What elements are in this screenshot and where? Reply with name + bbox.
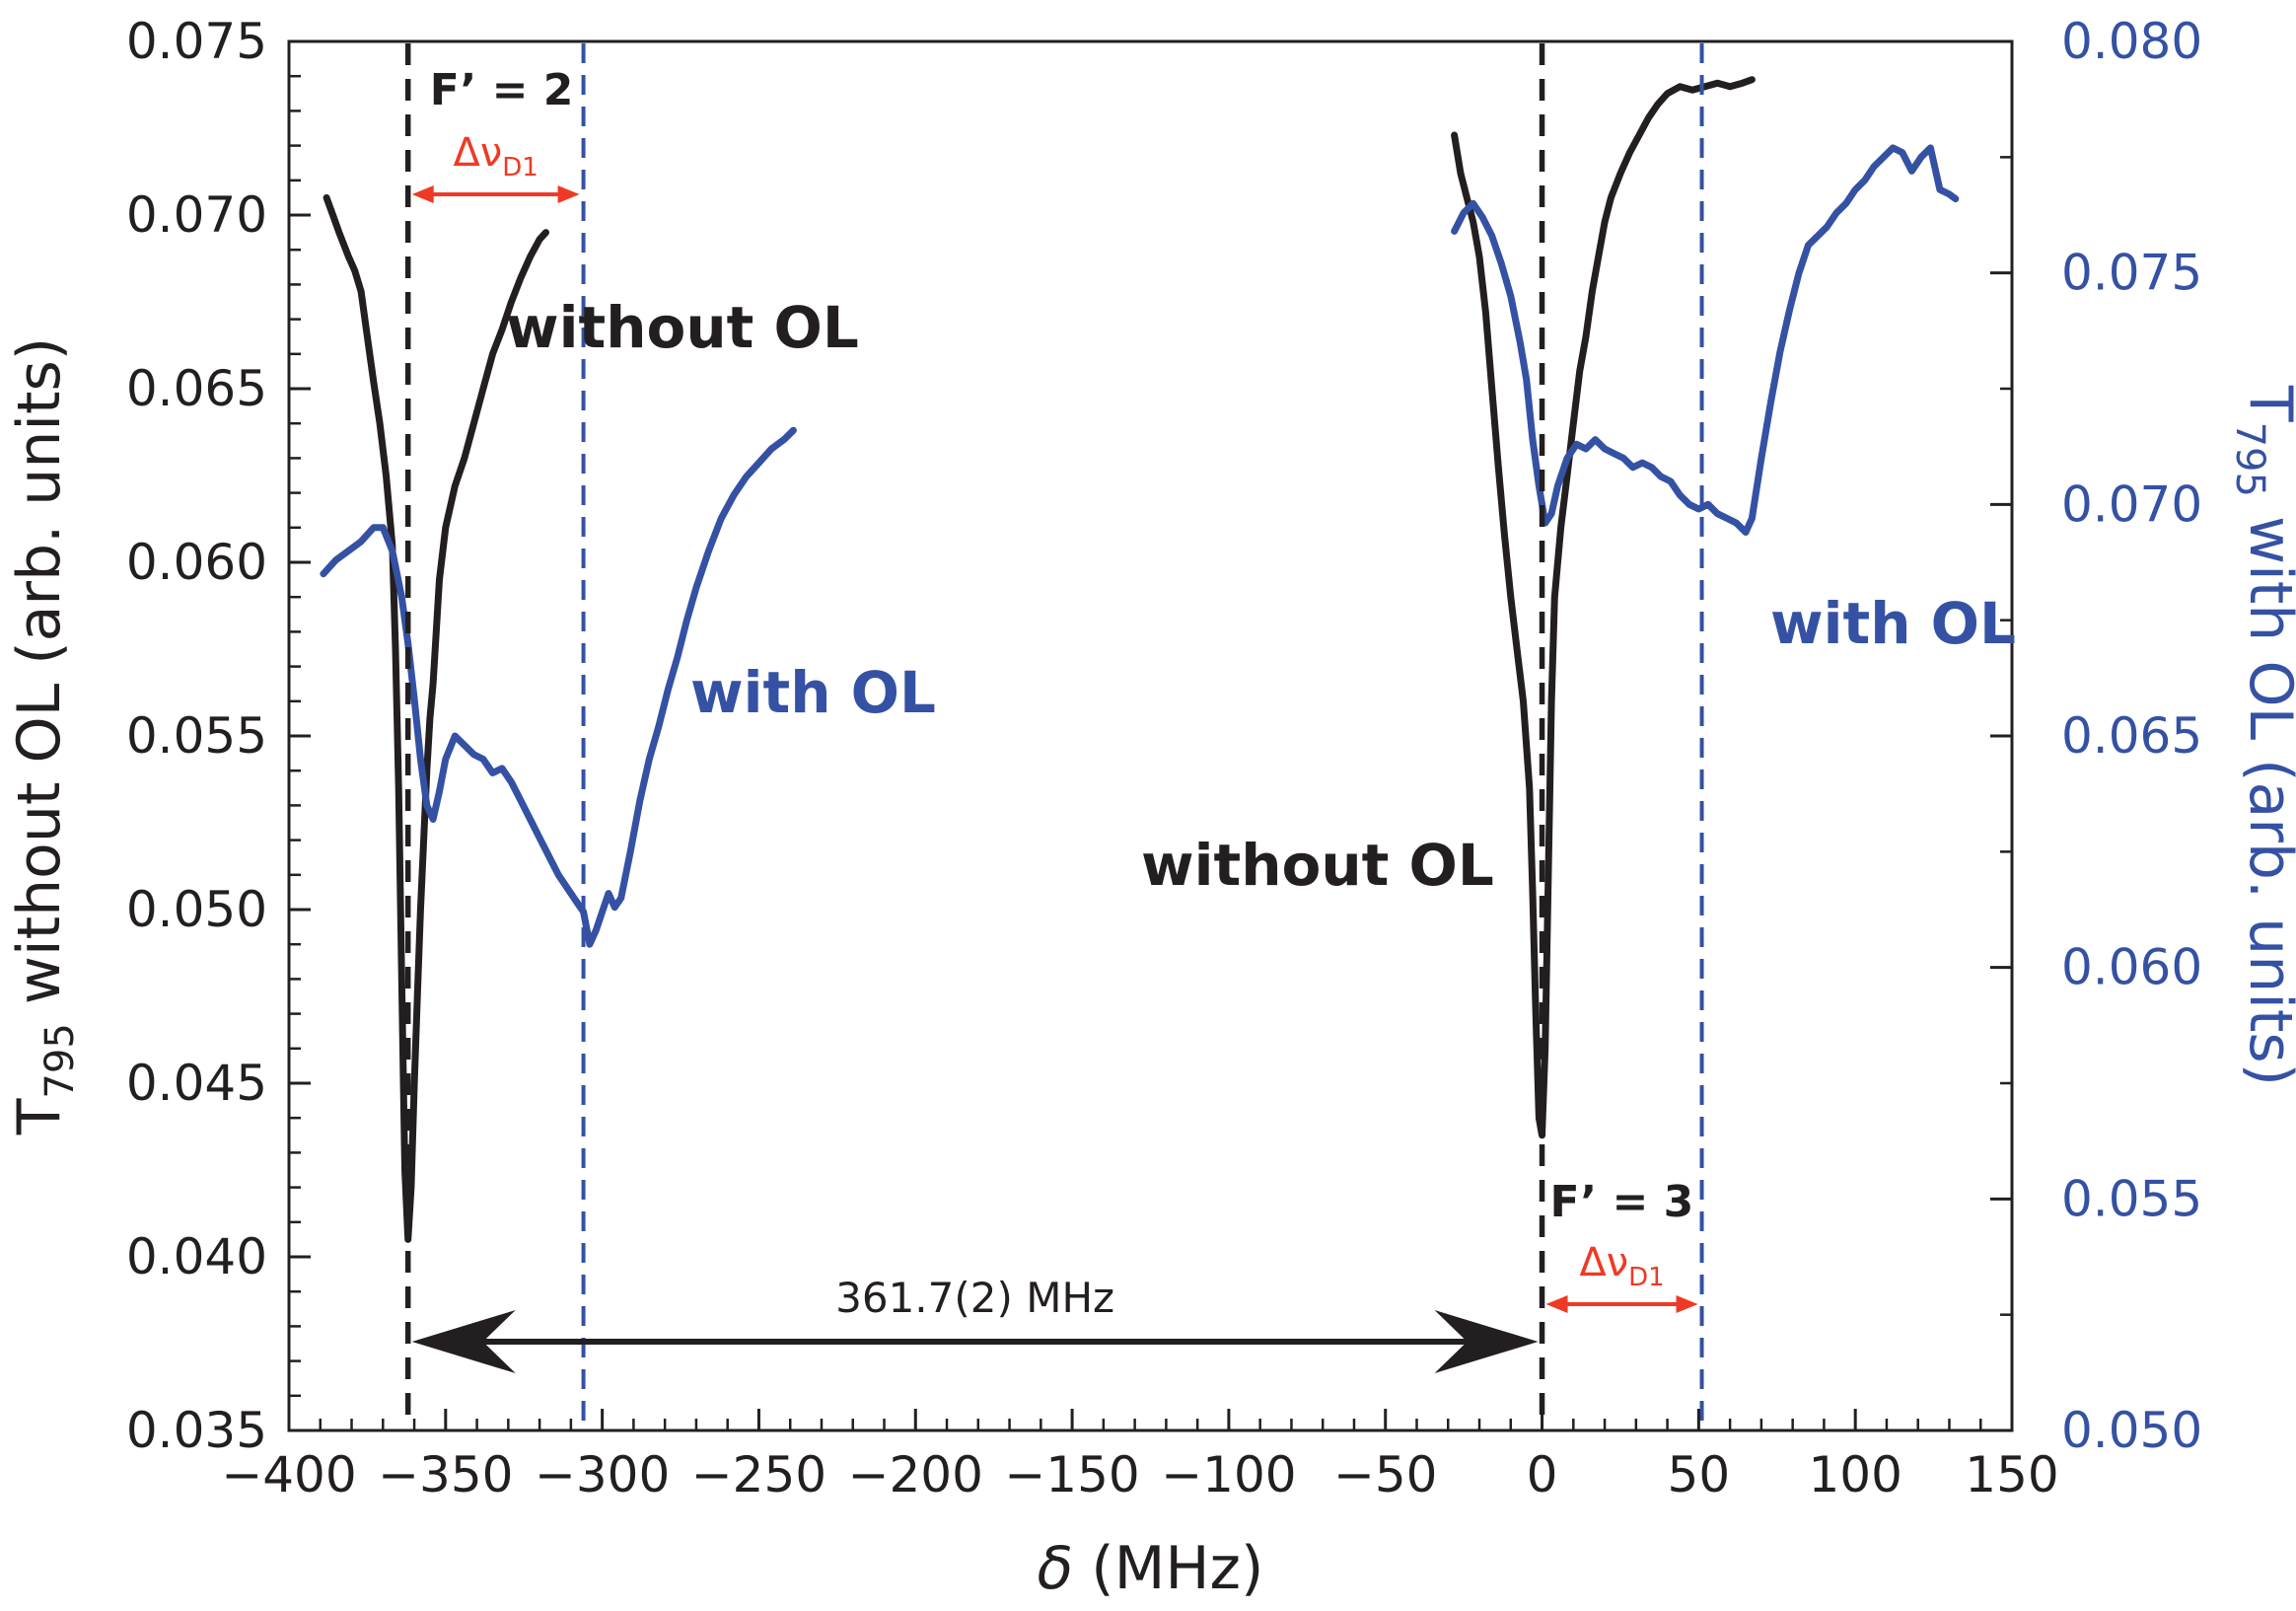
y-left-axis-title: T795 without OL (arb. units)	[5, 337, 83, 1135]
series-without-ol	[323, 193, 549, 1243]
y-left-tick-label: 0.055	[126, 707, 267, 765]
series-layer	[320, 76, 1960, 1243]
y-right-tick-label: 0.060	[2061, 939, 2202, 996]
y-left-tick-label: 0.035	[126, 1402, 267, 1459]
delta-nu-arrow-left-head-right	[557, 185, 580, 203]
y-right-tick-label: 0.075	[2061, 245, 2202, 302]
label-with-ol-right: with OL	[1770, 590, 2016, 657]
y-left-tick-label: 0.060	[126, 534, 267, 591]
x-axis-title: δ (MHz)	[1038, 1534, 1264, 1603]
delta-nu-arrow-right-head-right	[1676, 1295, 1698, 1313]
plot-frame	[287, 39, 2014, 1432]
x-tick-label: 0	[1527, 1446, 1558, 1503]
separation-arrow-head-left	[411, 1310, 516, 1373]
arrow-layer	[411, 185, 1698, 1373]
delta-nu-left-sub: D1	[502, 153, 538, 183]
y-right-title-rest: with OL (arb. units)	[2236, 497, 2296, 1086]
x-axis-symbol: δ	[1038, 1534, 1074, 1603]
y-left-title-main: T	[5, 1098, 74, 1135]
label-without-ol-left: without OL	[506, 294, 859, 361]
delta-nu-arrow-left-head-left	[411, 185, 434, 203]
y-right-tick-label: 0.055	[2061, 1170, 2202, 1227]
y-left-tick-label: 0.040	[126, 1228, 267, 1285]
x-tick-label: −300	[535, 1446, 670, 1503]
series-with-ol	[1451, 144, 1960, 536]
vline-layer	[404, 43, 1704, 1428]
label-without-ol-right: without OL	[1141, 832, 1494, 899]
delta-nu-right-sub: D1	[1628, 1263, 1665, 1292]
x-tick-label: −150	[1004, 1446, 1139, 1503]
annotation-f2: F’ = 2	[430, 65, 574, 115]
x-tick-label: 50	[1668, 1446, 1731, 1503]
annotation-layer: F’ = 2 F’ = 3 ΔνD1 ΔνD1 without OL witho…	[430, 65, 2016, 1322]
delta-nu-arrow-right-head-left	[1545, 1295, 1568, 1313]
x-tick-label: −250	[691, 1446, 826, 1503]
annotation-delta-nu-left: ΔνD1	[453, 130, 538, 183]
label-with-ol-left: with OL	[690, 659, 936, 726]
x-tick-label: −400	[221, 1446, 356, 1503]
tick-layer: −400 −350 −300 −250 −200 −150 −100 −50 0 50 100 150…	[126, 13, 2202, 1503]
delta-nu-right-main: Δν	[1579, 1240, 1628, 1285]
x-tick-label: 100	[1808, 1446, 1901, 1503]
delta-nu-left-main: Δν	[453, 130, 502, 176]
y-right-tick-label: 0.050	[2061, 1402, 2202, 1459]
y-right-axis-title: T795 with OL (arb. units)	[2227, 385, 2296, 1086]
y-right-tick-label: 0.080	[2061, 13, 2202, 70]
annotation-f3: F’ = 3	[1550, 1177, 1694, 1227]
y-left-tick-label: 0.045	[126, 1055, 267, 1112]
series-with-ol	[320, 426, 797, 948]
x-tick-label: −100	[1161, 1446, 1296, 1503]
series-without-ol	[1451, 76, 1756, 1139]
y-left-title-sub: 795	[37, 1023, 83, 1098]
y-right-title-main: T	[2236, 385, 2296, 422]
y-right-title-sub: 795	[2227, 422, 2272, 497]
x-tick-label: −350	[378, 1446, 513, 1503]
x-tick-label: −200	[848, 1446, 983, 1503]
y-left-tick-label: 0.050	[126, 881, 267, 938]
y-left-tick-label: 0.070	[126, 186, 267, 244]
y-left-tick-label: 0.075	[126, 13, 267, 70]
x-tick-label: 150	[1965, 1446, 2058, 1503]
y-right-tick-label: 0.070	[2061, 476, 2202, 533]
separation-arrow-head-right	[1434, 1310, 1539, 1373]
y-left-title-rest: without OL (arb. units)	[5, 337, 74, 1023]
separation-label: 361.7(2) MHz	[835, 1274, 1114, 1322]
x-axis-unit: (MHz)	[1091, 1534, 1263, 1603]
y-left-tick-label: 0.065	[126, 360, 267, 417]
annotation-delta-nu-right: ΔνD1	[1579, 1240, 1664, 1292]
x-tick-label: −50	[1333, 1446, 1438, 1503]
y-right-tick-label: 0.065	[2061, 707, 2202, 765]
